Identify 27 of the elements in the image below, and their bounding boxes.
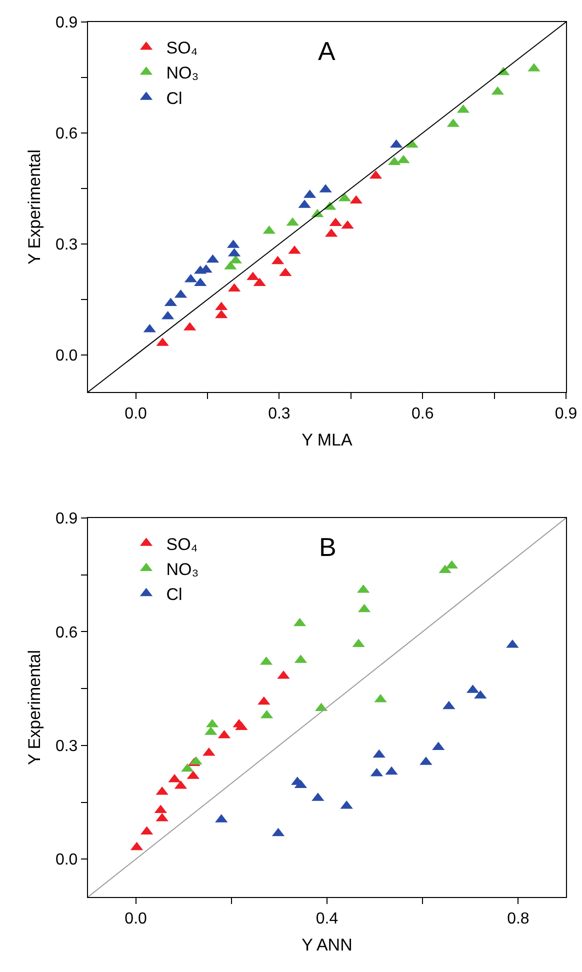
y-tick-label: 0.3	[55, 738, 78, 755]
x-tick-label: 0.6	[411, 405, 434, 422]
y-tick-label: 0.9	[55, 510, 78, 528]
y-axis-title: Y Experimental	[25, 650, 44, 765]
x-axis-title: Y MLA	[302, 430, 354, 450]
y-tick-label: 0.9	[55, 14, 78, 32]
x-axis-title: Y ANN	[302, 936, 352, 955]
y-tick-label: 0.0	[55, 852, 78, 869]
x-tick-label: 0.9	[554, 405, 578, 422]
legend-label: NO₃	[166, 560, 199, 579]
legend-label: Cl	[166, 88, 182, 108]
text: A	[318, 36, 336, 66]
legend-label: SO₄	[166, 38, 198, 58]
y-tick-label: 0.6	[55, 624, 78, 642]
x-tick-label: 0.4	[316, 910, 338, 928]
legend-label: NO₃	[166, 64, 199, 83]
legend-label: SO₄	[166, 534, 198, 554]
text: B	[319, 532, 336, 562]
x-tick-label: 0.3	[268, 405, 290, 422]
y-tick-label: 0.6	[55, 126, 78, 143]
y-tick-label: 0.3	[55, 236, 78, 254]
x-tick-label: 0.0	[124, 405, 148, 422]
x-tick-label: 0.0	[124, 910, 148, 928]
y-axis-title: Y Experimental	[25, 150, 44, 264]
legend-label: Cl	[166, 584, 182, 604]
y-tick-label: 0.0	[55, 348, 78, 365]
x-tick-label: 0.8	[507, 910, 530, 928]
